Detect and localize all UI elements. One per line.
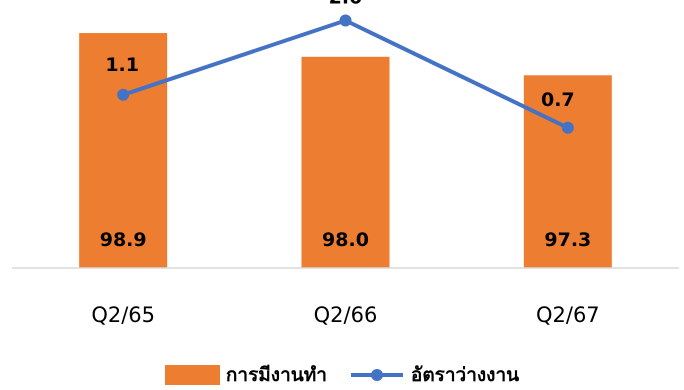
legend: การมีงานทำ อัตราว่างงาน (0, 364, 684, 386)
legend-swatch-line (350, 369, 403, 381)
bar-Q2-65 (79, 33, 168, 268)
line-point (561, 121, 574, 134)
line-data-label: 0.7 (541, 89, 575, 111)
x-axis-ticks: Q2/65 Q2/66 Q2/67 (91, 303, 599, 327)
data-labels: 98.9 98.0 97.3 1.1 2.0 0.7 (100, 0, 592, 251)
chart: 98.9 98.0 97.3 1.1 2.0 0.7 Q2/65 Q2/66 Q2/67 (12, 0, 679, 327)
legend-item-line: อัตราว่างงาน (349, 360, 519, 390)
line-point (117, 88, 130, 101)
bar-data-label: 97.3 (544, 229, 591, 251)
bar-series (79, 33, 612, 268)
x-tick-label: Q2/67 (536, 303, 600, 327)
line-data-label: 2.0 (329, 0, 363, 9)
line-data-label: 1.1 (105, 54, 139, 76)
x-tick-label: Q2/66 (314, 303, 378, 327)
bar-data-label: 98.0 (322, 229, 369, 251)
line-series (117, 14, 574, 134)
x-tick-label: Q2/65 (91, 303, 155, 327)
legend-swatch-bar (164, 365, 220, 385)
legend-label-line: อัตราว่างงาน (410, 364, 520, 386)
legend-label-bars: การมีงานทำ (225, 364, 327, 386)
bar-data-label: 98.9 (100, 229, 147, 251)
line-point (339, 14, 352, 27)
bar-Q2-67 (523, 75, 612, 268)
bar-Q2-66 (301, 56, 390, 268)
legend-item-bars: การมีงานทำ (164, 360, 327, 390)
